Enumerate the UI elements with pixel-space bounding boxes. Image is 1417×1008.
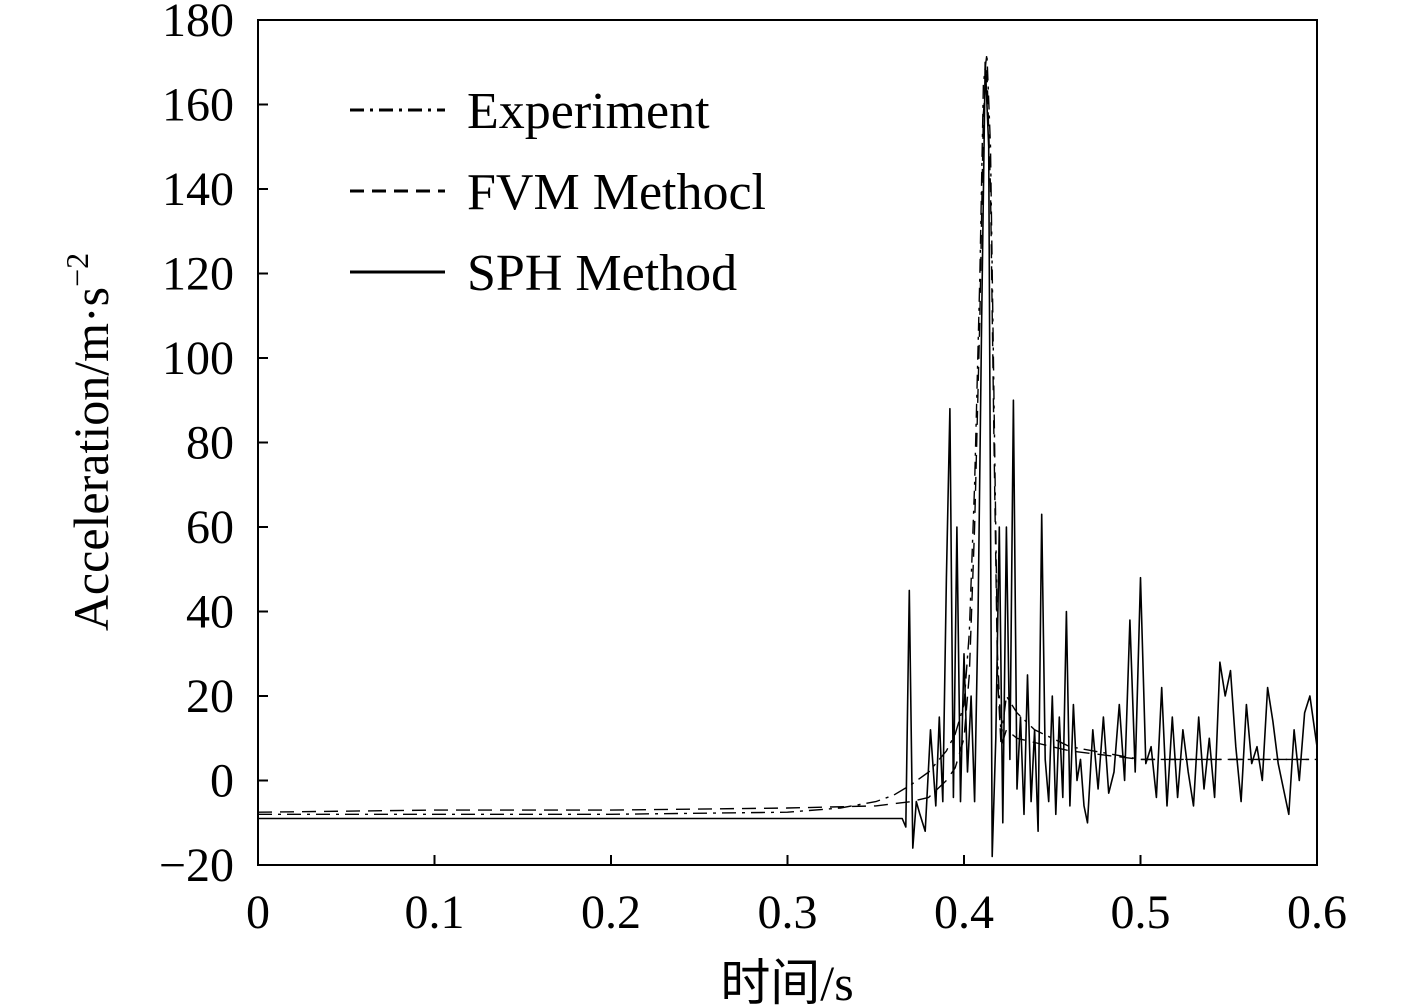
x-tick-label: 0 [246,886,270,939]
x-axis-title: 时间/s [720,955,853,1008]
y-axis-title-exponent: −2 [59,253,95,287]
y-tick-label: 0 [210,755,234,808]
series-line-1 [257,69,1317,813]
y-tick-label: 180 [162,0,234,47]
series-line-2 [258,61,1318,858]
y-tick-label: 80 [186,417,234,470]
y-axis-title: Acceleration/m·s−2 [59,253,119,631]
y-axis-ticks: −20 0 20 40 60 80 100 120 140 160 180 [159,0,268,892]
y-tick-label: 60 [186,501,234,554]
y-tick-label: 160 [162,79,234,132]
y-tick-label: 120 [162,248,234,301]
x-tick-label: 0.2 [581,886,641,939]
x-tick-label: 0.5 [1111,886,1171,939]
legend-label-1: FVM Methocl [467,164,766,221]
y-tick-label: 100 [162,332,234,385]
y-tick-label: 140 [162,163,234,216]
legend-label-0: Experiment [467,83,710,140]
y-tick-label: 40 [186,586,234,639]
legend: Experiment FVM Methocl SPH Method [350,83,766,302]
x-tick-label: 0.4 [934,886,994,939]
x-tick-label: 0.1 [405,886,465,939]
x-tick-label: 0.6 [1287,886,1347,939]
series-line-0 [258,53,1317,815]
plot-frame [257,19,1318,866]
series-layer [257,53,1318,858]
y-tick-label: 20 [186,670,234,723]
x-axis-ticks: 0 0.1 0.2 0.3 0.4 0.5 0.6 [246,855,1347,939]
y-tick-label: −20 [159,839,234,892]
y-axis-title-main: Acceleration/m·s [63,287,119,631]
x-tick-label: 0.3 [758,886,818,939]
legend-label-2: SPH Method [467,245,737,302]
